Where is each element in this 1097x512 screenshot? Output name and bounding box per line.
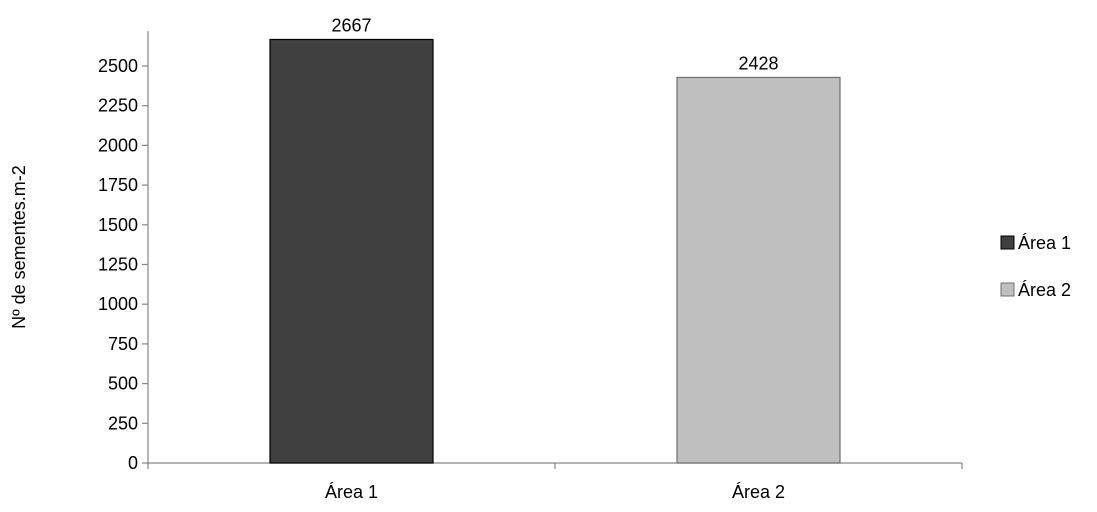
y-axis-label-group: Nº de sementes.m-2 xyxy=(9,165,29,329)
legend: Área 1 Área 2 xyxy=(1000,233,1071,300)
y-tick-label: 2500 xyxy=(98,56,138,76)
y-tick-label: 1000 xyxy=(98,294,138,314)
y-axis-label: Nº de sementes.m-2 xyxy=(9,165,29,329)
x-category-label: Área 1 xyxy=(325,482,378,502)
y-tick-label: 750 xyxy=(108,334,138,354)
y-tick-label: 1250 xyxy=(98,255,138,275)
legend-swatch-1 xyxy=(1000,235,1015,250)
bar-1 xyxy=(269,38,434,464)
x-ticks: Área 1 Área 2 xyxy=(147,463,963,502)
y-tick-label: 1500 xyxy=(98,215,138,235)
legend-label: Área 1 xyxy=(1018,233,1071,253)
y-tick-label: 2250 xyxy=(98,96,138,116)
y-tick-label: 1750 xyxy=(98,175,138,195)
y-ticks: 0 250 500 750 1000 1250 1500 1750 2000 2250 2500 xyxy=(98,56,148,473)
y-tick-label: 0 xyxy=(128,453,138,473)
legend-swatch-2 xyxy=(1000,282,1015,297)
data-labels: 2667 2428 xyxy=(331,15,778,73)
bars xyxy=(269,38,841,464)
x-category-label: Área 2 xyxy=(732,482,785,502)
bar-2 xyxy=(676,76,841,464)
legend-label: Área 2 xyxy=(1018,280,1071,300)
bar-data-label: 2667 xyxy=(331,15,371,35)
y-tick-label: 250 xyxy=(108,413,138,433)
y-tick-label: 500 xyxy=(108,374,138,394)
y-tick-label: 2000 xyxy=(98,135,138,155)
bar-data-label: 2428 xyxy=(738,53,778,73)
